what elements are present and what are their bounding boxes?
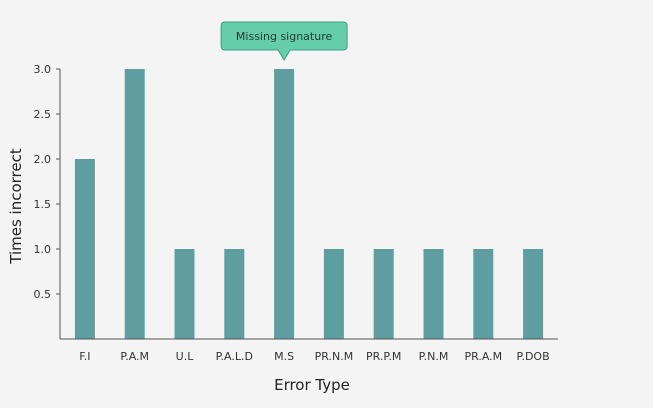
y-tick-group: 0.5 1.0 1.5 2.0 2.5 3.0 (34, 63, 60, 301)
tooltip-text: Missing signature (236, 30, 333, 43)
y-axis-title: Times incorrect (7, 148, 25, 265)
x-tick-label: P.A.M (120, 350, 149, 363)
x-tick-label: F.I (79, 350, 90, 363)
bar-p-a-m[interactable] (124, 69, 145, 339)
x-tick-label: P.DOB (517, 350, 550, 363)
y-tick-label: 0.5 (34, 288, 52, 301)
y-tick-label: 1.5 (34, 198, 52, 211)
y-tick-label: 2.0 (34, 153, 52, 166)
x-tick-label: PR.N.M (315, 350, 354, 363)
x-tick-label: U.L (176, 350, 195, 363)
x-tick-group: F.I P.A.M U.L P.A.L.D M.S PR.N.M PR.P.M P.N.M PR… (79, 350, 549, 363)
x-tick-label: PR.A.M (464, 350, 502, 363)
x-tick-label: P.A.L.D (216, 350, 253, 363)
bar-u-l[interactable] (174, 249, 195, 339)
bar-f-i[interactable] (74, 159, 95, 339)
bar-pr-a-m[interactable] (473, 249, 494, 339)
bar-p-dob[interactable] (523, 249, 544, 339)
x-tick-label: P.N.M (419, 350, 449, 363)
bar-pr-n-m[interactable] (323, 249, 344, 339)
bar-p-a-l-d[interactable] (224, 249, 245, 339)
bar-pr-p-m[interactable] (373, 249, 394, 339)
bar-m-s[interactable] (274, 69, 295, 339)
x-tick-label: M.S (274, 350, 294, 363)
x-axis-title: Error Type (274, 376, 350, 394)
tooltip: Missing signature (220, 21, 348, 61)
y-tick-label: 2.5 (34, 108, 52, 121)
x-tick-label: PR.P.M (366, 350, 401, 363)
tooltip-box (220, 21, 348, 61)
bar-p-n-m[interactable] (423, 249, 444, 339)
bars-group (74, 69, 544, 339)
y-tick-label: 1.0 (34, 243, 52, 256)
y-tick-label: 3.0 (34, 63, 52, 76)
